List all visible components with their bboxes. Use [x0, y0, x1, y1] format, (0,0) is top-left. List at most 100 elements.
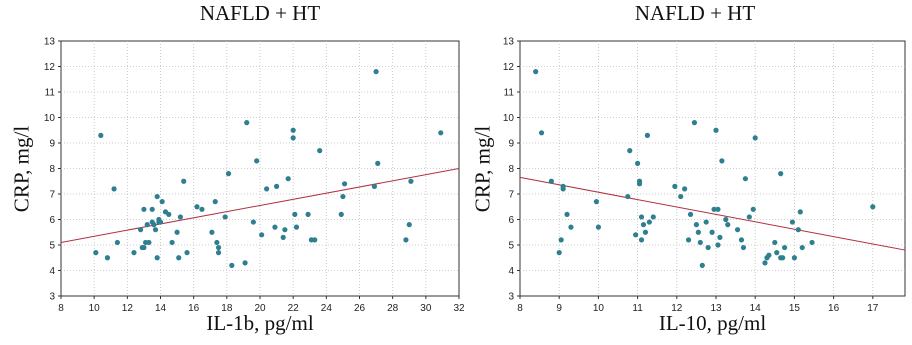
- left-x-tick-label: 22: [288, 303, 300, 314]
- right-y-tick-label: 9: [508, 139, 514, 150]
- left-data-point: [290, 127, 296, 133]
- right-y-tick-label: 3: [508, 292, 514, 303]
- right-x-tick-label: 14: [750, 303, 762, 314]
- right-data-point: [627, 148, 633, 154]
- left-data-point: [144, 222, 150, 228]
- left-data-point: [338, 211, 344, 217]
- right-data-point: [734, 227, 741, 233]
- left-chart-x-axis-label: IL-1b, pg/ml: [206, 311, 314, 335]
- right-chart-y-axis-label: CRP, mg/l: [470, 125, 495, 212]
- left-data-point: [305, 211, 311, 217]
- left-y-tick-label: 3: [49, 292, 55, 303]
- right-data-point: [870, 204, 876, 210]
- left-x-tick-label: 24: [321, 303, 333, 314]
- left-data-point: [341, 181, 348, 187]
- left-data-point: [152, 227, 159, 233]
- right-data-point: [723, 216, 729, 223]
- left-data-point: [290, 135, 296, 141]
- left-y-tick-label: 10: [44, 113, 56, 124]
- right-data-point: [636, 181, 643, 187]
- left-data-point: [149, 206, 155, 212]
- left-x-tick-label: 26: [354, 303, 366, 314]
- right-x-tick-label: 15: [789, 303, 801, 314]
- right-data-point: [717, 234, 723, 240]
- left-x-tick-label: 16: [188, 303, 200, 314]
- left-data-point: [131, 250, 137, 256]
- right-x-tick-label: 9: [556, 303, 562, 314]
- right-data-point: [695, 229, 701, 235]
- left-data-point: [169, 239, 175, 246]
- right-data-point: [635, 160, 641, 166]
- right-data-point: [709, 229, 715, 235]
- left-data-point: [280, 234, 286, 240]
- left-x-tick-label: 8: [58, 303, 64, 314]
- right-data-point: [687, 211, 694, 217]
- right-data-point: [533, 69, 539, 75]
- right-data-point: [750, 206, 756, 212]
- right-data-point: [595, 224, 602, 230]
- left-chart-title: NAFLD + HT: [199, 1, 321, 25]
- left-data-point: [403, 237, 409, 243]
- left-y-tick-label: 11: [45, 88, 56, 99]
- left-data-point: [166, 211, 172, 217]
- right-data-point: [782, 244, 788, 251]
- right-y-tick-label: 7: [508, 190, 514, 201]
- left-data-point: [312, 237, 318, 243]
- left-data-point: [340, 193, 346, 200]
- left-data-point: [104, 255, 111, 261]
- right-data-point: [678, 193, 684, 200]
- left-data-point: [292, 211, 298, 217]
- right-x-tick-label: 13: [710, 303, 722, 314]
- left-data-point: [282, 227, 288, 233]
- right-data-point: [715, 242, 721, 248]
- right-data-point: [713, 127, 719, 133]
- left-x-tick-label: 18: [221, 303, 233, 314]
- left-y-tick-label: 12: [44, 62, 56, 73]
- left-data-point: [138, 227, 144, 233]
- left-data-point: [141, 206, 147, 212]
- left-data-point: [154, 193, 160, 200]
- left-data-point: [111, 186, 117, 192]
- right-y-tick-label: 10: [503, 113, 515, 124]
- left-y-tick-label: 5: [49, 241, 55, 252]
- right-y-tick-label: 6: [508, 215, 514, 226]
- left-data-point: [199, 206, 205, 212]
- left-data-point: [176, 255, 182, 261]
- right-data-point: [789, 219, 796, 225]
- right-data-point: [740, 244, 747, 251]
- left-data-point: [146, 239, 152, 246]
- left-y-tick-label: 6: [49, 215, 55, 226]
- left-x-tick-label: 12: [122, 303, 134, 314]
- left-y-tick-label: 8: [49, 164, 55, 175]
- left-data-point: [141, 244, 147, 251]
- right-x-tick-label: 12: [671, 303, 683, 314]
- right-y-tick-label: 12: [503, 62, 515, 73]
- left-data-point: [194, 204, 200, 210]
- right-data-point: [633, 232, 639, 238]
- right-data-point: [560, 186, 566, 192]
- left-data-point: [157, 219, 164, 225]
- left-data-point: [259, 232, 265, 238]
- right-data-point: [697, 239, 703, 246]
- left-data-point: [408, 178, 414, 184]
- right-data-point: [772, 239, 778, 246]
- left-data-point: [215, 250, 222, 256]
- right-data-point: [699, 262, 705, 268]
- left-x-tick-label: 30: [420, 303, 432, 314]
- right-x-tick-label: 17: [867, 303, 879, 314]
- right-trend-line: [519, 176, 906, 251]
- right-data-point: [568, 224, 574, 230]
- left-y-tick-label: 13: [44, 37, 56, 48]
- right-data-point: [778, 171, 784, 177]
- right-data-point: [548, 178, 554, 184]
- right-data-point: [593, 199, 600, 205]
- right-data-point: [642, 229, 649, 235]
- left-x-tick-label: 28: [387, 303, 399, 314]
- left-data-point: [214, 239, 220, 246]
- right-y-tick-label: 5: [508, 241, 514, 252]
- right-y-tick-label: 13: [503, 37, 515, 48]
- right-data-point: [556, 250, 562, 256]
- left-data-point: [209, 229, 215, 235]
- left-data-point: [406, 222, 412, 228]
